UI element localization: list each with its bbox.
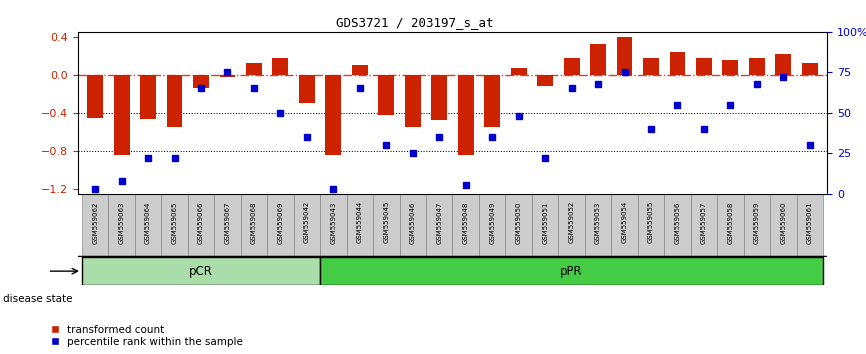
Bar: [140, 75, 156, 119]
Text: GSM559069: GSM559069: [277, 201, 283, 244]
Text: GSM559051: GSM559051: [542, 201, 548, 244]
Bar: [326, 75, 341, 155]
Text: GSM559046: GSM559046: [410, 201, 416, 244]
Title: GDS3721 / 203197_s_at: GDS3721 / 203197_s_at: [336, 16, 494, 29]
Bar: [617, 36, 632, 75]
Text: GSM559059: GSM559059: [754, 201, 759, 244]
Bar: [532, 194, 559, 257]
Bar: [352, 65, 368, 75]
Text: GSM559058: GSM559058: [727, 201, 734, 244]
Bar: [166, 75, 183, 127]
Bar: [691, 194, 717, 257]
Text: GSM559050: GSM559050: [515, 201, 521, 244]
Bar: [320, 194, 346, 257]
Bar: [404, 75, 421, 127]
Text: GSM559060: GSM559060: [780, 201, 786, 244]
Text: GSM559067: GSM559067: [224, 201, 230, 244]
Bar: [452, 194, 479, 257]
Text: GSM559053: GSM559053: [595, 201, 601, 244]
Text: GSM559055: GSM559055: [648, 201, 654, 244]
Bar: [82, 257, 320, 285]
Bar: [506, 194, 532, 257]
Bar: [294, 194, 320, 257]
Bar: [797, 194, 823, 257]
Bar: [696, 58, 712, 75]
Bar: [188, 194, 214, 257]
Bar: [161, 194, 188, 257]
Text: GSM559065: GSM559065: [171, 201, 178, 244]
Text: GSM559061: GSM559061: [807, 201, 813, 244]
Bar: [299, 75, 315, 103]
Bar: [722, 61, 739, 75]
Bar: [399, 194, 426, 257]
Text: GSM559043: GSM559043: [330, 201, 336, 244]
Bar: [484, 75, 501, 127]
Bar: [585, 194, 611, 257]
Text: GSM559063: GSM559063: [119, 201, 125, 244]
Bar: [426, 194, 452, 257]
Text: GSM559045: GSM559045: [384, 201, 390, 244]
Text: GSM559056: GSM559056: [675, 201, 681, 244]
Bar: [770, 194, 797, 257]
Text: GSM559064: GSM559064: [145, 201, 151, 244]
Text: GSM559049: GSM559049: [489, 201, 495, 244]
Bar: [241, 194, 268, 257]
Bar: [346, 194, 373, 257]
Bar: [664, 194, 691, 257]
Bar: [320, 257, 823, 285]
Bar: [537, 75, 553, 86]
Bar: [611, 194, 637, 257]
Text: GSM559057: GSM559057: [701, 201, 707, 244]
Bar: [458, 75, 474, 155]
Bar: [220, 75, 236, 76]
Bar: [108, 194, 135, 257]
Text: GSM559047: GSM559047: [436, 201, 443, 244]
Bar: [273, 58, 288, 75]
Bar: [87, 75, 103, 118]
Bar: [590, 44, 606, 75]
Bar: [113, 75, 130, 155]
Text: pCR: pCR: [189, 265, 213, 278]
Bar: [643, 58, 659, 75]
Text: GSM559044: GSM559044: [357, 201, 363, 244]
Bar: [82, 194, 108, 257]
Bar: [193, 75, 209, 88]
Text: GSM559042: GSM559042: [304, 201, 310, 244]
Text: GSM559054: GSM559054: [622, 201, 628, 244]
Text: GSM559048: GSM559048: [462, 201, 469, 244]
Bar: [669, 52, 685, 75]
Bar: [637, 194, 664, 257]
Text: GSM559066: GSM559066: [198, 201, 204, 244]
Bar: [749, 58, 765, 75]
Bar: [431, 75, 447, 120]
Text: pPR: pPR: [560, 265, 583, 278]
Text: GSM559062: GSM559062: [92, 201, 98, 244]
Bar: [135, 194, 161, 257]
Bar: [268, 194, 294, 257]
Bar: [246, 63, 262, 75]
Bar: [802, 63, 818, 75]
Bar: [559, 194, 585, 257]
Bar: [775, 54, 792, 75]
Bar: [744, 194, 770, 257]
Text: disease state: disease state: [3, 294, 72, 304]
Bar: [214, 194, 241, 257]
Bar: [479, 194, 506, 257]
Bar: [717, 194, 744, 257]
Bar: [373, 194, 399, 257]
Text: GSM559052: GSM559052: [569, 201, 575, 244]
Legend: transformed count, percentile rank within the sample: transformed count, percentile rank withi…: [48, 322, 245, 349]
Bar: [564, 58, 579, 75]
Bar: [511, 68, 527, 75]
Text: GSM559068: GSM559068: [251, 201, 257, 244]
Bar: [378, 75, 394, 115]
